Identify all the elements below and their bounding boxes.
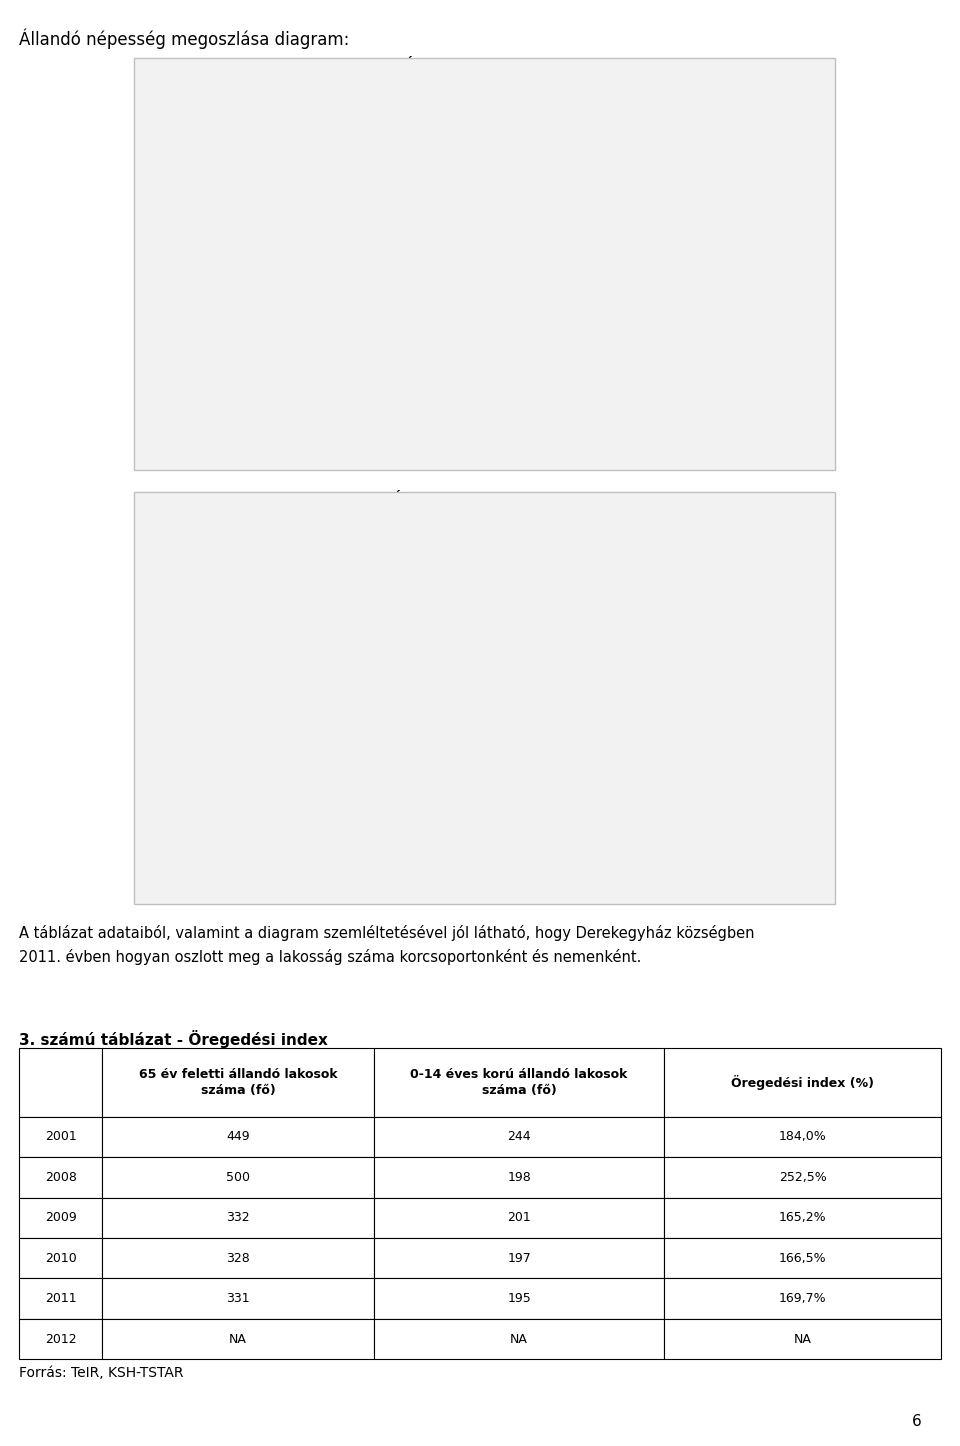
Text: 2012: 2012 [45, 1333, 77, 1346]
Text: 15-17 éves
3%: 15-17 éves 3% [632, 567, 693, 589]
Text: 3. számú táblázat - Öregedési index: 3. számú táblázat - Öregedési index [19, 1030, 328, 1047]
Text: 201: 201 [507, 1212, 531, 1225]
Text: NA: NA [510, 1333, 528, 1346]
Wedge shape [504, 591, 617, 704]
Bar [664, 1157, 941, 1197]
Text: 2001: 2001 [45, 1131, 77, 1144]
Text: NA: NA [794, 1333, 811, 1346]
Text: 165,2%: 165,2% [779, 1212, 827, 1225]
Text: Öregedési index (%): Öregedési index (%) [732, 1074, 874, 1090]
Text: 331: 331 [227, 1293, 250, 1306]
Text: 65 év feletti
15%: 65 év feletti 15% [430, 616, 497, 636]
Wedge shape [504, 158, 617, 272]
Wedge shape [356, 610, 652, 852]
Bar [374, 1278, 664, 1319]
Bar [374, 1197, 664, 1238]
Wedge shape [357, 124, 504, 272]
Text: 0-14 éves
11%: 0-14 éves 11% [506, 613, 561, 635]
Bar [664, 1116, 941, 1157]
Text: 0-14 éves
11%: 0-14 éves 11% [506, 179, 561, 201]
Bar [19, 1157, 102, 1197]
Text: 2008: 2008 [45, 1171, 77, 1184]
Bar [19, 1278, 102, 1319]
Bar [374, 1157, 664, 1197]
Bar [19, 1116, 102, 1157]
Bar [19, 1048, 102, 1116]
Wedge shape [504, 557, 598, 704]
Title: Állandó népesség - férfiak: Állandó népesség - férfiak [392, 490, 616, 508]
Title: Állandó népesség - nők: Állandó népesség - nők [404, 56, 604, 74]
Bar [664, 1197, 941, 1238]
Bar [664, 1278, 941, 1319]
Wedge shape [504, 124, 598, 272]
Bar [19, 1319, 102, 1359]
Bar [19, 1197, 102, 1238]
Text: Forrás: TeIR, KSH-TSTAR: Forrás: TeIR, KSH-TSTAR [19, 1366, 183, 1381]
Bar [374, 1048, 664, 1116]
Bar [102, 1157, 374, 1197]
Text: A táblázat adataiból, valamint a diagram szemléltetésével jól látható, hogy Dere: A táblázat adataiból, valamint a diagram… [19, 925, 755, 966]
Text: 197: 197 [507, 1252, 531, 1265]
Text: 65 év feletti
24%: 65 év feletti 24% [410, 195, 477, 217]
Text: 65 év feletti állandó lakosok
száma (fő): 65 év feletti állandó lakosok száma (fő) [139, 1069, 337, 1098]
Text: 6: 6 [912, 1414, 922, 1429]
Text: 2011: 2011 [45, 1293, 77, 1306]
Text: 449: 449 [227, 1131, 250, 1144]
Bar [102, 1197, 374, 1238]
Wedge shape [356, 262, 504, 317]
Text: 60 64 éves
6%: 60 64 éves 6% [260, 283, 321, 305]
Bar [664, 1048, 941, 1116]
Bar [664, 1238, 941, 1278]
Wedge shape [364, 176, 652, 418]
Text: 198: 198 [507, 1171, 531, 1184]
Bar [102, 1238, 374, 1278]
Bar [102, 1048, 374, 1116]
Text: 18-59 éves
56%: 18-59 éves 56% [508, 324, 574, 353]
Text: 332: 332 [227, 1212, 250, 1225]
Text: 2010: 2010 [45, 1252, 77, 1265]
Text: 328: 328 [227, 1252, 250, 1265]
Bar [374, 1238, 664, 1278]
Bar [19, 1238, 102, 1278]
Text: 195: 195 [507, 1293, 531, 1306]
Text: NA: NA [229, 1333, 247, 1346]
Text: 2009: 2009 [45, 1212, 77, 1225]
Wedge shape [358, 619, 504, 704]
Text: Állandó népesség megoszlása diagram:: Állandó népesség megoszlása diagram: [19, 29, 349, 49]
Bar [102, 1319, 374, 1359]
Bar [374, 1319, 664, 1359]
Wedge shape [385, 557, 504, 704]
Text: 166,5%: 166,5% [779, 1252, 827, 1265]
Text: 60-64 éves
8%: 60-64 éves 8% [271, 626, 332, 648]
Text: 15-17 éves
3%: 15-17 éves 3% [632, 133, 693, 155]
Text: 0-14 éves korú állandó lakosok
száma (fő): 0-14 éves korú állandó lakosok száma (fő… [411, 1069, 628, 1098]
Text: 500: 500 [226, 1171, 250, 1184]
Bar [664, 1319, 941, 1359]
Text: 169,7%: 169,7% [779, 1293, 827, 1306]
Text: 252,5%: 252,5% [779, 1171, 827, 1184]
Bar [102, 1116, 374, 1157]
Text: 184,0%: 184,0% [779, 1131, 827, 1144]
Bar [102, 1278, 374, 1319]
Bar [374, 1116, 664, 1157]
Text: 18-59 éves
63%: 18-59 éves 63% [492, 762, 558, 790]
Text: 244: 244 [507, 1131, 531, 1144]
